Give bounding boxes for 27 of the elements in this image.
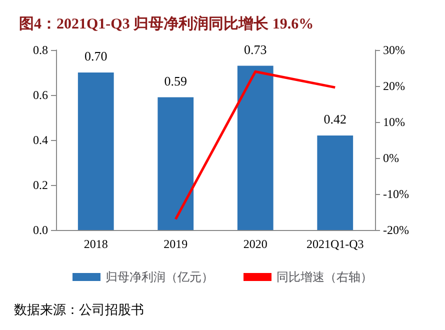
legend-label: 归母净利润（亿元）: [106, 270, 214, 284]
bar: [317, 136, 354, 230]
y2-tick-label: 10%: [383, 115, 405, 129]
y-tick-label: 0.4: [33, 133, 48, 147]
x-tick-label: 2021Q1-Q3: [306, 237, 364, 251]
source-note: 数据来源：公司招股书: [14, 302, 144, 317]
y-tick-label: 0.6: [33, 88, 48, 102]
y-tick-label: 0.8: [33, 43, 48, 57]
bar: [158, 97, 194, 230]
bar: [237, 66, 274, 230]
data-label: 0.70: [84, 48, 108, 64]
y2-tick-label: -20%: [383, 223, 409, 237]
chart-title: 图4：2021Q1-Q3 归母净利润同比增长 19.6%: [19, 14, 314, 32]
data-label: 0.42: [324, 112, 346, 126]
y2-tick-label: 0%: [383, 151, 399, 165]
legend-label: 同比增速（右轴）: [276, 270, 372, 284]
data-label: 0.59: [164, 73, 187, 88]
data-label: 0.73: [244, 42, 267, 57]
x-tick-label: 2018: [84, 237, 108, 251]
bar: [78, 72, 114, 230]
y2-tick-label: 20%: [383, 79, 405, 93]
y2-tick-label: 30%: [383, 43, 405, 57]
x-tick-label: 2019: [164, 237, 188, 251]
x-tick-label: 2020: [243, 237, 268, 251]
y-tick-label: 0.2: [33, 178, 48, 192]
y-tick-label: 0.0: [33, 223, 48, 237]
y2-tick-label: -10%: [383, 187, 409, 201]
